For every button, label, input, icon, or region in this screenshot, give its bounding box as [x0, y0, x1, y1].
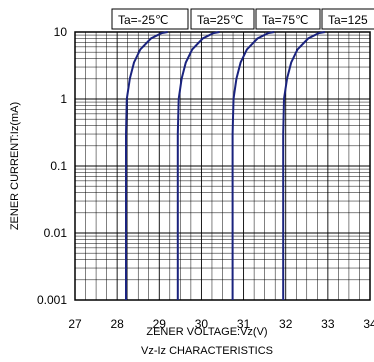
x-tick-label: 29: [153, 317, 167, 331]
legend-label: Ta=75℃: [262, 13, 309, 27]
series-line-2: [176, 31, 220, 300]
x-tick-label: 34: [363, 317, 374, 331]
x-tick-label: 31: [237, 317, 251, 331]
x-tick-label: 28: [110, 317, 124, 331]
tick-labels: 27 28 29 30 31 32 33 34 0.001 0.01 0.1 1 10: [37, 25, 374, 331]
x-tick-label: 32: [279, 317, 293, 331]
legend-box: [321, 8, 374, 30]
plot-frame: [74, 31, 371, 301]
series-line-4: [282, 31, 326, 300]
y-axis-label: ZENER CURRENT:Iz(mA): [9, 102, 21, 230]
legend: Ta=-25℃ Ta=25℃ Ta=75℃ Ta=125: [111, 8, 374, 30]
series-line-3: [231, 31, 275, 300]
legend-label: Ta=25℃: [197, 13, 244, 27]
y-tick-label: 0.01: [44, 226, 68, 240]
legend-label: Ta=125: [328, 13, 368, 27]
y-tick-label: 1: [60, 92, 67, 106]
y-tick-label: 0.1: [50, 159, 67, 173]
y-tick-label: 10: [54, 25, 68, 39]
grid-lines: [74, 32, 371, 301]
legend-box: [190, 8, 255, 30]
series-layer: [125, 31, 326, 300]
x-tick-label: 30: [195, 317, 209, 331]
legend-label: Ta=-25℃: [118, 13, 169, 27]
series-line-1: [125, 31, 168, 300]
x-axis-label: ZENER VOLTAGE:Vz(V): [146, 326, 267, 338]
x-tick-label: 33: [321, 317, 335, 331]
legend-box: [255, 8, 321, 30]
legend-box: [111, 8, 189, 30]
chart-caption: Vz-Iz CHARACTERISTICS: [141, 345, 273, 357]
y-tick-label: 0.001: [37, 293, 67, 307]
x-tick-label: 27: [68, 317, 82, 331]
